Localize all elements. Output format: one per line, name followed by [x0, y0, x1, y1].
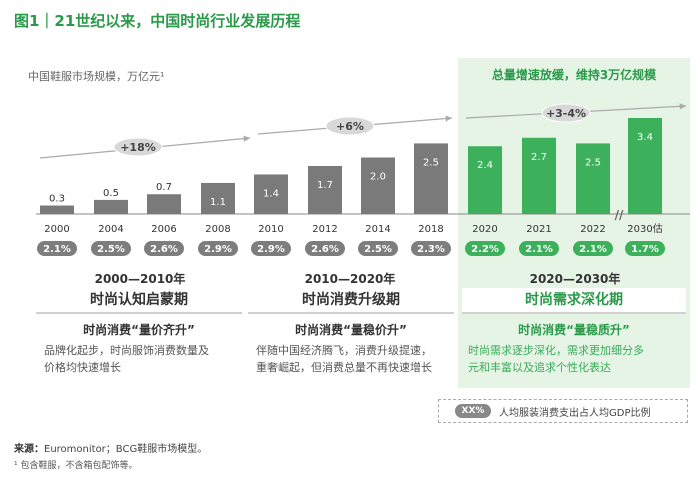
period-2-desc-line-1: 伴随中国经济腾飞，消费升级提速，	[256, 344, 432, 357]
period-1-title: 时尚认知启蒙期	[36, 288, 242, 314]
period-3-description: 时尚需求逐步深化，需求更加细分多 元和丰富以及追求个性化表达	[468, 342, 688, 376]
bar-value-label: 1.7	[317, 180, 333, 191]
gdp-share-pill	[573, 241, 613, 256]
gdp-share-pill	[37, 241, 77, 256]
gdp-share-label: 2.6%	[311, 244, 339, 255]
x-tick-label: 2014	[365, 224, 390, 235]
gdp-share-pill	[519, 241, 559, 256]
footnote: ¹ 包含鞋服，不含箱包配饰等。	[14, 461, 138, 471]
bar	[254, 174, 288, 214]
gdp-share-label: 2.3%	[417, 244, 445, 255]
gdp-share-pill	[465, 241, 505, 256]
period-3-desc-line-1: 时尚需求逐步深化，需求更加细分多	[468, 344, 644, 357]
legend: XX% 人均服装消费支出占人均GDP比例	[438, 399, 688, 423]
gdp-share-label: 2.1%	[579, 244, 607, 255]
x-tick-label: 2000	[44, 224, 69, 235]
gdp-share-label: 2.6%	[150, 244, 178, 255]
bar-value-label: 2.0	[370, 172, 386, 183]
x-tick-label: 2008	[205, 224, 230, 235]
x-tick-label: 2006	[151, 224, 176, 235]
period-2-head: 2010—2020年	[304, 272, 396, 286]
bar	[94, 199, 128, 214]
gdp-share-label: 2.5%	[364, 244, 392, 255]
growth-bubble	[325, 116, 375, 136]
page-title: 图1｜21世纪以来，中国时尚行业发展历程	[14, 12, 301, 30]
growth-label: +6%	[336, 120, 364, 133]
bar	[414, 143, 448, 214]
period-2-title: 时尚消费升级期	[248, 288, 454, 314]
gdp-share-pill	[305, 241, 345, 256]
legend-pill: XX%	[455, 404, 491, 418]
period-1-head: 2000—2010年	[94, 272, 186, 286]
x-tick-label: 2010	[258, 224, 283, 235]
bar-value-label: 2.7	[531, 152, 547, 163]
period-1-description: 品牌化起步，时尚服饰消费数量及 价格均快速增长	[44, 342, 240, 376]
x-tick-label: 2018	[418, 224, 443, 235]
source-text: Euromonitor；BCG鞋服市场模型。	[44, 444, 208, 455]
bar-value-label: 0.3	[49, 194, 65, 205]
x-tick-label: 2022	[580, 224, 605, 235]
gdp-share-label: 2.9%	[257, 244, 285, 255]
bar	[522, 137, 556, 214]
period-1-desc-line-2: 价格均快速增长	[44, 361, 121, 374]
period-2-subtitle: 时尚消费“量稳价升”	[295, 323, 407, 337]
bar-value-label: 2.5	[585, 157, 601, 168]
growth-arrow-head	[679, 103, 686, 110]
period-2-desc-line-2: 重奢崛起，但消费总量不再快速增长	[256, 361, 432, 374]
growth-label: +3-4%	[546, 107, 586, 120]
period-3-head: 2020—2030年	[529, 272, 621, 286]
bar	[468, 146, 502, 214]
gdp-share-pill	[251, 241, 291, 256]
period-1-desc-line-1: 品牌化起步，时尚服饰消费数量及	[44, 344, 209, 357]
period-3-subtitle: 时尚消费“量稳质升”	[518, 323, 630, 337]
legend-text: 人均服装消费支出占人均GDP比例	[499, 408, 651, 419]
gdp-share-label: 2.1%	[43, 244, 71, 255]
gdp-share-pill	[144, 241, 184, 256]
bar	[628, 118, 662, 214]
growth-bubble	[113, 137, 163, 157]
bar	[147, 194, 181, 214]
bar-value-label: 2.4	[477, 160, 493, 171]
growth-arrow-head	[243, 135, 250, 142]
y-axis-unit-label: 中国鞋服市场规模，万亿元¹	[28, 70, 165, 83]
gdp-share-pill	[198, 241, 238, 256]
bar-chart: +18% +6% +3-4% 0.3 2000 2.1% 0.5 2004 2.5% 0.7 200…	[36, 103, 690, 256]
bar-value-label: 1.4	[263, 188, 279, 199]
gdp-share-label: 1.7%	[631, 244, 659, 255]
bar	[576, 143, 610, 214]
period-3-title: 时尚需求深化期	[462, 288, 686, 314]
x-tick-label: 2021	[526, 224, 551, 235]
growth-bubble	[541, 103, 591, 123]
growth-label: +18%	[120, 141, 156, 154]
bar	[201, 182, 235, 214]
bar	[40, 205, 74, 214]
axis-break-icon: //	[615, 208, 624, 222]
gdp-share-pill	[91, 241, 131, 256]
bar	[308, 166, 342, 214]
gdp-share-pill	[358, 241, 398, 256]
gdp-share-pill	[411, 241, 451, 256]
gdp-share-label: 2.1%	[525, 244, 553, 255]
source-label: 来源：	[14, 444, 44, 455]
bar-value-label: 0.5	[103, 188, 119, 199]
period-1-subtitle: 时尚消费“量价齐升”	[83, 323, 195, 337]
period-3-desc-line-2: 元和丰富以及追求个性化表达	[468, 361, 611, 374]
growth-arrow-head	[445, 115, 452, 122]
bar-value-label: 2.5	[423, 157, 439, 168]
period-2-description: 伴随中国经济腾飞，消费升级提速， 重奢崛起，但消费总量不再快速增长	[256, 342, 456, 376]
bar	[361, 157, 395, 214]
green-panel-title: 总量增速放缓，维持3万亿规模	[491, 68, 657, 82]
x-tick-label: 2020	[472, 224, 497, 235]
source-note: 来源：Euromonitor；BCG鞋服市场模型。	[14, 440, 207, 455]
bar-value-label: 0.7	[156, 182, 172, 193]
x-tick-label: 2004	[98, 224, 123, 235]
bar-value-label: 3.4	[637, 132, 653, 143]
gdp-share-label: 2.5%	[97, 244, 125, 255]
x-tick-label: 2030估	[627, 222, 662, 235]
x-tick-label: 2012	[312, 224, 337, 235]
gdp-share-label: 2.9%	[204, 244, 232, 255]
bar-value-label: 1.1	[210, 197, 226, 208]
gdp-share-pill	[625, 241, 665, 256]
gdp-share-label: 2.2%	[471, 244, 499, 255]
